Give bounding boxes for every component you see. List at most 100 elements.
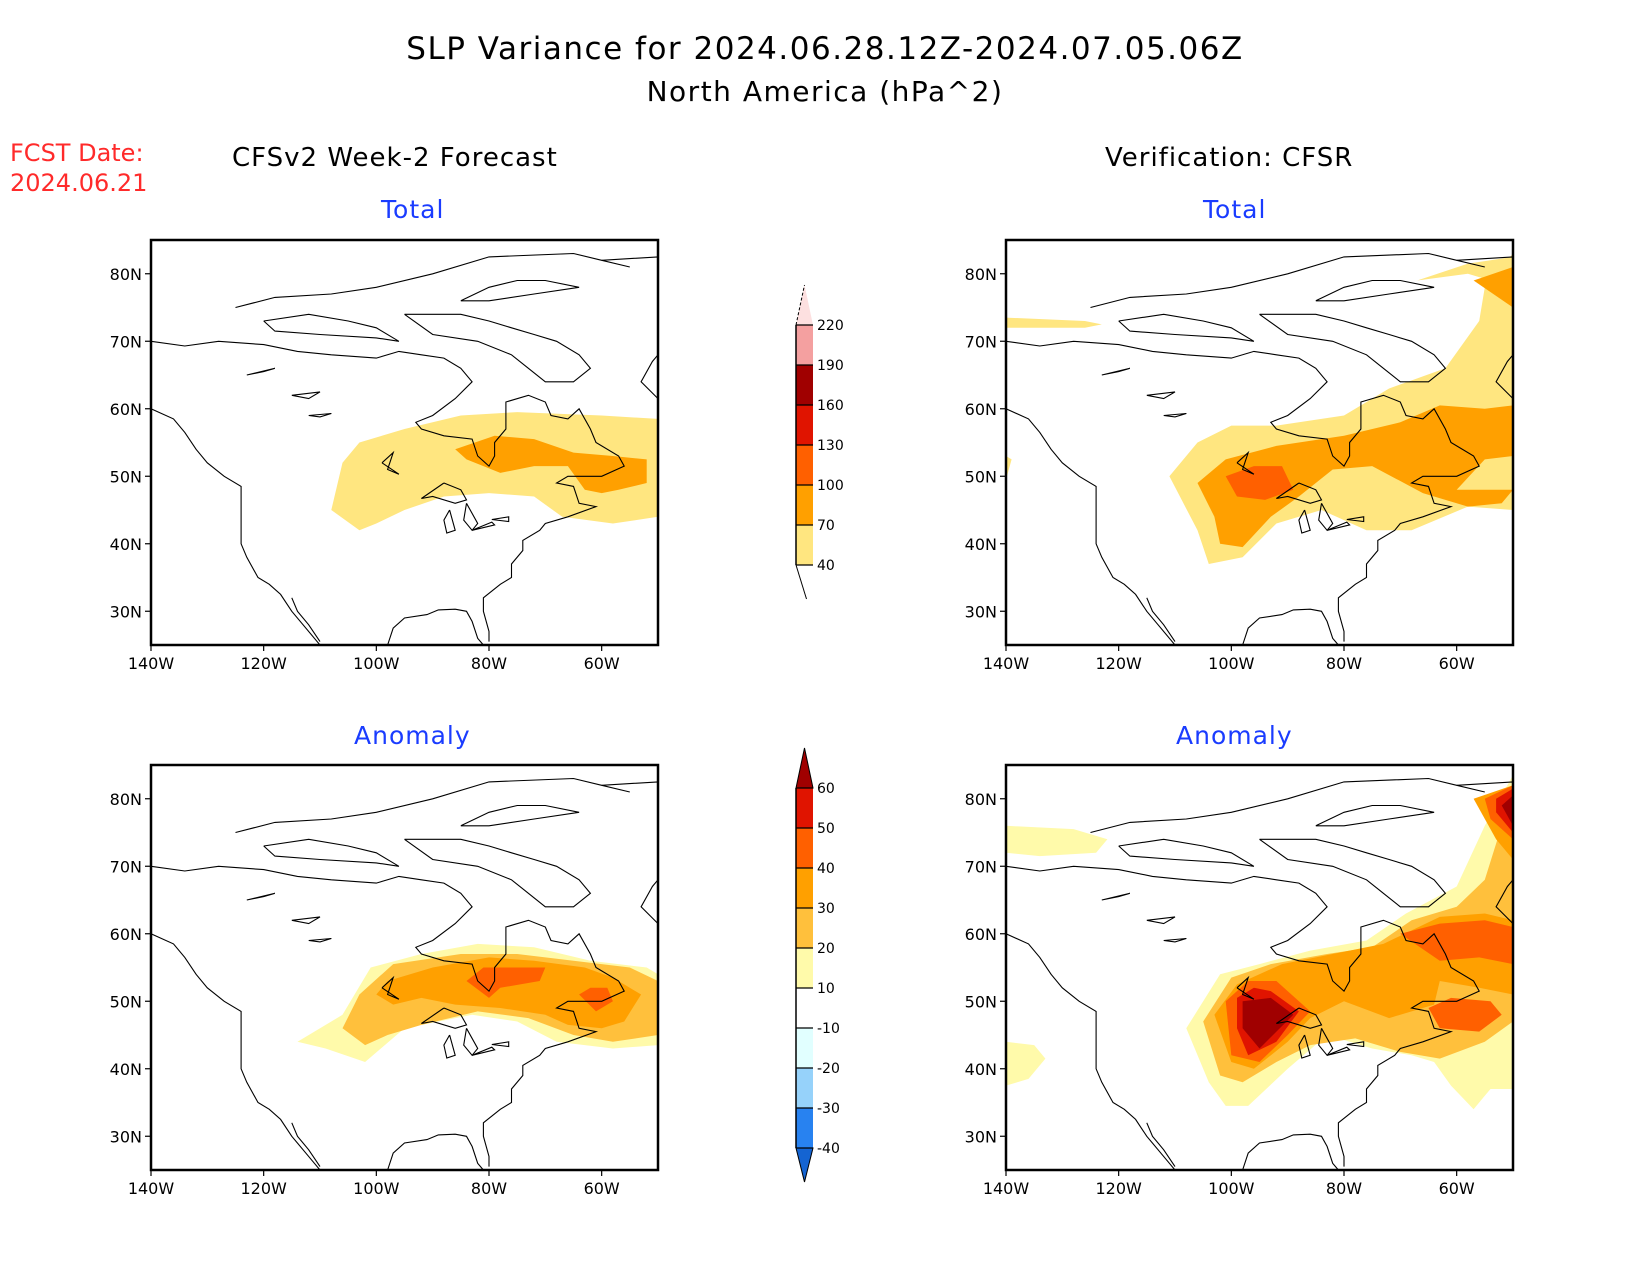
coastline — [1006, 933, 1176, 1170]
colorbar-label: 70 — [817, 518, 835, 534]
contour-region-70 — [1197, 405, 1513, 548]
coastline — [1146, 597, 1176, 642]
coastline — [235, 252, 630, 309]
coastline — [1346, 1041, 1365, 1048]
y-tick-label: 70N — [110, 857, 142, 876]
coastline — [1118, 313, 1255, 342]
coastline — [1236, 450, 1255, 475]
colorbar-swatch — [796, 828, 813, 868]
contour-region-40 — [1400, 920, 1513, 965]
coastline — [1326, 521, 1351, 531]
coastline — [1006, 408, 1176, 645]
coastline — [1146, 916, 1176, 925]
coastline — [387, 608, 484, 645]
coastline — [1090, 252, 1485, 309]
colorbar-swatch — [796, 868, 813, 908]
colorbar-label: 130 — [817, 438, 844, 454]
coastline — [1298, 1034, 1311, 1059]
colorbar-label: 40 — [817, 861, 835, 877]
colorbar-extend-bottom — [796, 565, 813, 599]
y-tick-label: 60N — [110, 400, 142, 419]
colorbar-total: 220 190 160 130 100 70 40 — [795, 284, 844, 600]
y-tick-label: 60N — [110, 925, 142, 944]
y-tick-label: 60N — [965, 925, 997, 944]
x-tick-label: 80W — [1326, 654, 1362, 673]
contour-region-40 — [1006, 317, 1102, 328]
x-tick-label: 80W — [471, 654, 507, 673]
x-tick-label: 100W — [353, 654, 400, 673]
coastline — [601, 256, 658, 399]
coastline — [291, 916, 321, 925]
y-tick-label: 30N — [110, 1127, 142, 1146]
colorbar-label: -20 — [817, 1061, 840, 1077]
y-tick-label: 60N — [965, 400, 997, 419]
coastline — [235, 777, 630, 834]
y-tick-label: 80N — [965, 790, 997, 809]
coastline — [491, 516, 510, 523]
fcst-date-label: FCST Date: — [10, 139, 144, 167]
y-tick-label: 30N — [965, 1127, 997, 1146]
contour-region-40 — [579, 987, 613, 1012]
y-tick-label: 40N — [965, 1060, 997, 1079]
coastline — [1259, 838, 1447, 908]
colorbar-extend-bottom — [795, 1147, 814, 1183]
colorbar-label: 10 — [817, 981, 835, 997]
colorbar-extend-top — [795, 747, 814, 789]
coastline — [246, 892, 276, 901]
y-tick-label: 40N — [110, 1060, 142, 1079]
coastline — [151, 933, 321, 1170]
verification-column-title: Verification: CFSR — [1105, 143, 1354, 173]
contour-region-70 — [455, 435, 647, 494]
coastline — [1242, 1133, 1339, 1170]
coastline — [460, 804, 580, 827]
coastline — [443, 509, 456, 534]
coastline — [1326, 1046, 1351, 1056]
coastline — [1236, 975, 1255, 1000]
colorbar-label: 220 — [817, 318, 844, 334]
colorbar-swatch — [796, 788, 813, 828]
coastline — [1146, 1122, 1176, 1167]
panel-title-verification-anomaly: Anomaly — [1176, 721, 1293, 750]
sub-title: North America (hPa^2) — [646, 75, 1004, 108]
map-frame — [149, 763, 660, 1172]
coastline — [421, 1007, 468, 1029]
map-panel-2: 140W 120W 100W 80W 60W 80N 70N 60N 50N 40N 30N — [110, 763, 660, 1198]
coastline — [460, 279, 580, 302]
colorbar-swatch — [796, 485, 813, 525]
y-tick-label: 50N — [965, 992, 997, 1011]
coastline — [421, 482, 468, 504]
contour-region-60 — [1242, 997, 1294, 1049]
x-tick-label: 60W — [1439, 1179, 1475, 1198]
coastline — [1315, 804, 1435, 827]
y-tick-label: 70N — [965, 332, 997, 351]
x-tick-label: 60W — [1439, 654, 1475, 673]
contour-region-40 — [466, 967, 546, 998]
coastline — [1456, 781, 1513, 924]
coastline — [491, 1041, 510, 1048]
x-tick-label: 140W — [128, 1179, 175, 1198]
x-tick-label: 80W — [1326, 1179, 1362, 1198]
y-tick-label: 80N — [965, 265, 997, 284]
y-tick-label: 30N — [110, 602, 142, 621]
contour-region--10 — [1118, 768, 1288, 789]
colorbar-label: 30 — [817, 901, 835, 917]
x-tick-label: 120W — [240, 654, 287, 673]
coastline — [151, 408, 321, 645]
map-frame — [1004, 763, 1515, 1172]
coastline — [471, 1046, 496, 1056]
colorbar-swatch — [796, 908, 813, 948]
coastline — [1276, 1007, 1323, 1029]
coastline — [387, 1133, 484, 1170]
contour-region-100 — [1225, 466, 1294, 500]
x-tick-label: 100W — [1208, 654, 1255, 673]
coastline — [151, 340, 625, 642]
y-tick-label: 40N — [965, 535, 997, 554]
coastline — [308, 937, 332, 943]
contour-region--10 — [387, 927, 439, 941]
contour-region--10 — [1158, 859, 1175, 877]
x-tick-label: 140W — [128, 654, 175, 673]
contour-region--10 — [1253, 920, 1333, 948]
coastline — [1259, 313, 1447, 383]
coastline — [404, 838, 592, 908]
